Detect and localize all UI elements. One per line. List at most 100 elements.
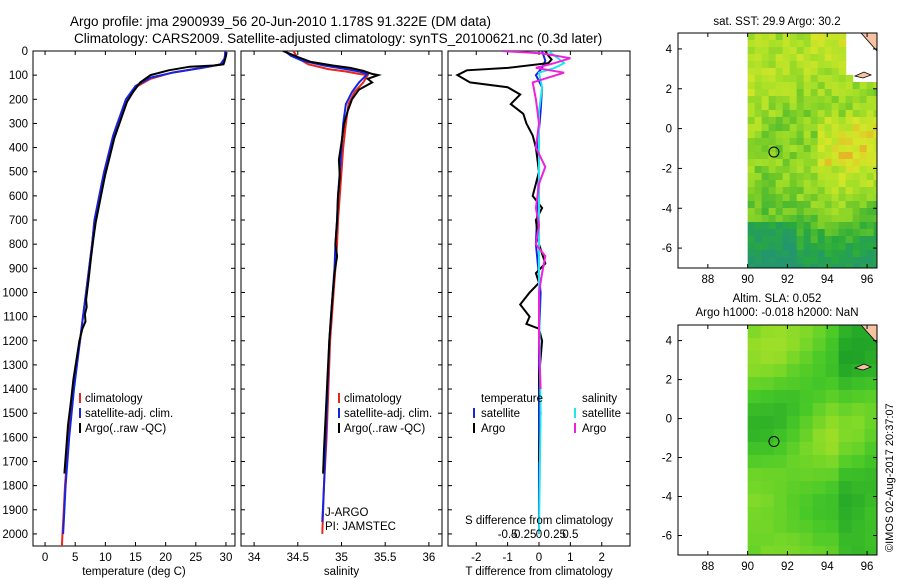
map_sst-cell bbox=[803, 75, 812, 83]
map_sst-cell bbox=[859, 173, 868, 181]
salinity-xtick-label: 35 bbox=[335, 552, 348, 564]
map_sst-cell bbox=[831, 145, 840, 153]
temperature-series-argo bbox=[63, 52, 228, 474]
map_sst-cell bbox=[866, 96, 875, 104]
map_sst-cell bbox=[845, 257, 854, 265]
map_sla-cell bbox=[760, 533, 775, 547]
map_sla-cell bbox=[799, 455, 814, 469]
map_sst-cell bbox=[859, 180, 868, 188]
map_sla-land-island bbox=[853, 363, 873, 371]
map_sst-cell bbox=[796, 159, 805, 167]
map_sst-cell bbox=[747, 89, 756, 97]
map_sst-cell bbox=[859, 208, 868, 216]
map_sst-cell bbox=[838, 201, 847, 209]
map_sst-cell bbox=[754, 82, 763, 90]
map_sst-cell bbox=[761, 96, 770, 104]
map_sst-cell bbox=[831, 180, 840, 188]
map_sst-cell bbox=[824, 131, 833, 139]
map_sst-cell bbox=[803, 236, 812, 244]
map_sst-cell bbox=[803, 110, 812, 118]
map_sst-cell bbox=[831, 33, 840, 41]
map_sla-cell bbox=[812, 533, 827, 547]
salinity-legend-title: salinity bbox=[582, 393, 617, 405]
map_sst-cell bbox=[859, 124, 868, 132]
map_sla-cell bbox=[864, 442, 877, 456]
map_sst-cell bbox=[838, 117, 847, 125]
map_sst-cell bbox=[866, 124, 875, 132]
map_sst-cell bbox=[796, 208, 805, 216]
map_sla-cell bbox=[838, 546, 853, 555]
map_sst-cell bbox=[831, 264, 840, 268]
program-annotation: J-ARGO bbox=[325, 507, 369, 519]
map_sst-cell bbox=[796, 54, 805, 62]
map_sst-cell bbox=[768, 96, 777, 104]
map_sst-cell bbox=[845, 103, 854, 111]
depth-tick-label: 1400 bbox=[2, 384, 28, 396]
map_sst-cell bbox=[852, 89, 861, 97]
map_sla-cell bbox=[864, 494, 877, 508]
map_sst-cell bbox=[852, 194, 861, 202]
map_sla-cell bbox=[864, 546, 877, 555]
map_sla-cell bbox=[838, 403, 853, 417]
map_sst-cell bbox=[803, 250, 812, 258]
map_sst-cell bbox=[859, 201, 868, 209]
map_sst-cell bbox=[824, 166, 833, 174]
map_sla-cell bbox=[838, 533, 853, 547]
map_sla-cell bbox=[825, 533, 840, 547]
map_sst-cell bbox=[859, 103, 868, 111]
map_sst-cell bbox=[761, 61, 770, 69]
map_sst-cell bbox=[831, 138, 840, 146]
map_sla-cell bbox=[799, 442, 814, 456]
depth-tick-label: 1700 bbox=[2, 456, 28, 468]
difference-xtick-label: 0 bbox=[536, 552, 542, 564]
map_sst-cell bbox=[782, 250, 791, 258]
map_sst-cell bbox=[789, 82, 798, 90]
map_sst-cell bbox=[761, 89, 770, 97]
map_sst-cell bbox=[803, 61, 812, 69]
map_sst-cell bbox=[852, 201, 861, 209]
map_sst-cell bbox=[810, 194, 819, 202]
map_sla-cell bbox=[773, 520, 788, 534]
map_sst-cell bbox=[838, 103, 847, 111]
difference-lines bbox=[455, 51, 571, 534]
salinity-legend-label: climatology bbox=[344, 393, 402, 405]
map_sst-cell bbox=[817, 222, 826, 230]
map_sst-cell bbox=[789, 33, 798, 41]
map_sst-cell bbox=[782, 103, 791, 111]
map_sst-cell bbox=[838, 47, 847, 55]
temperature-legend-label: climatology bbox=[85, 393, 143, 405]
difference-xtick-label: -2 bbox=[471, 552, 481, 564]
map_sla-cell bbox=[799, 416, 814, 430]
map_sst-cell bbox=[831, 110, 840, 118]
map_sst-cell bbox=[768, 180, 777, 188]
map_sst-cell bbox=[775, 187, 784, 195]
map_sla-cell bbox=[851, 481, 866, 495]
map_sla-cell bbox=[851, 338, 866, 352]
map_sst-cell bbox=[782, 33, 791, 41]
map_sla-cell bbox=[825, 507, 840, 521]
map_sla-cell bbox=[760, 468, 775, 482]
map_sst-cell bbox=[817, 145, 826, 153]
map_sst-cell bbox=[824, 222, 833, 230]
map_sst-cell bbox=[796, 89, 805, 97]
map_sst-cell bbox=[838, 166, 847, 174]
map_sst-cell bbox=[754, 194, 763, 202]
map_sst-cell bbox=[873, 166, 877, 174]
map_sla-cell bbox=[773, 533, 788, 547]
map_sst-cell bbox=[754, 131, 763, 139]
temperature-xtick-label: 25 bbox=[189, 552, 202, 564]
map_sst-cell bbox=[796, 131, 805, 139]
map_sst-cell bbox=[761, 40, 770, 48]
map_sst-cell bbox=[866, 145, 875, 153]
map_sst-cell bbox=[754, 250, 763, 258]
map_sst-cell bbox=[838, 264, 847, 268]
map_sst-cell bbox=[824, 96, 833, 104]
map_sst-cell bbox=[845, 159, 854, 167]
map_sst-cell bbox=[775, 243, 784, 251]
difference-xtick-label: 1 bbox=[567, 552, 573, 564]
map_sst-xtick-label: 88 bbox=[701, 274, 714, 286]
map_sst-cell bbox=[838, 208, 847, 216]
map_sst-cell bbox=[761, 257, 770, 265]
map_sst-cell bbox=[866, 229, 875, 237]
map_sla-cell bbox=[812, 520, 827, 534]
